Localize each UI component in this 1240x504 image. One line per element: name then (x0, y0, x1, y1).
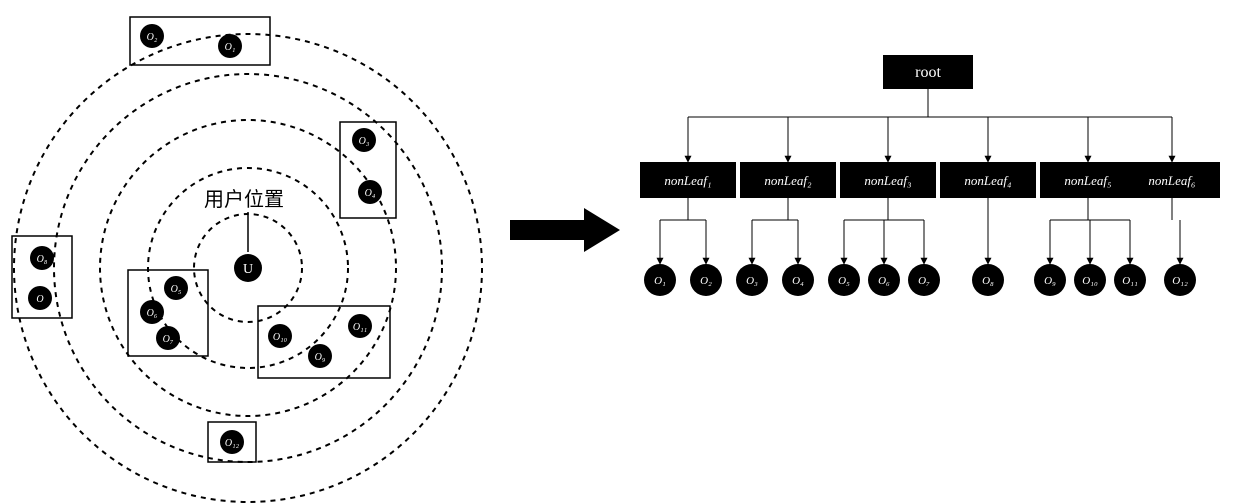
leaf-label-O₅: O₅ (838, 275, 850, 287)
point-label-O₈: O₈ (37, 254, 48, 265)
nonleaf-label-4: nonLeaf₄ (964, 173, 1012, 188)
user-annotation: 用户位置 (204, 188, 284, 211)
leaf-label-O₃: O₃ (746, 275, 758, 287)
leaf-label-O₁₁: O₁₁ (1122, 275, 1138, 287)
point-label-O₄: O₄ (365, 188, 376, 199)
point-label-O: O (36, 294, 43, 305)
point-label-O₁₂: O₁₂ (225, 438, 240, 449)
nonleaf-label-3: nonLeaf₃ (864, 173, 911, 188)
leaf-label-O₁₀: O₁₀ (1082, 275, 1098, 287)
nonleaf-label-2: nonLeaf₂ (764, 173, 812, 188)
leaf-label-O₁: O₁ (654, 275, 666, 287)
left-spatial-diagram: O₂ O₁ O₃ O₄ O₅ O₆ O₇ O₁₀ O₉ O₁₁ O₈ O O₁₂ U 用户位置 (12, 17, 482, 502)
leaf-label-O₁₂: O₁₂ (1172, 275, 1188, 287)
leaf-label-O₆: O₆ (878, 275, 890, 287)
leaf-label-O₉: O₉ (1044, 275, 1056, 287)
point-label-O₉: O₉ (315, 352, 326, 363)
point-label-O₆: O₆ (147, 308, 158, 319)
point-label-O₃: O₃ (359, 136, 370, 147)
leaf-label-O₇: O₇ (918, 275, 930, 287)
leaf-label-O₄: O₄ (792, 275, 804, 287)
tree-diagram: root nonLeaf₁ nonLeaf₂ nonLeaf₃ nonLeaf₄ nonL… (640, 55, 1220, 296)
point-label-O₇: O₇ (163, 334, 174, 345)
leaf-label-O₈: O₈ (982, 275, 994, 287)
root-label: root (915, 64, 941, 81)
point-label-O₁₁: O₁₁ (353, 322, 367, 333)
nonleaf-label-6: nonLeaf₆ (1148, 173, 1195, 188)
leaf-label-O₂: O₂ (700, 275, 712, 287)
transform-arrow (510, 208, 620, 252)
point-label-O₂: O₂ (147, 32, 158, 43)
nonleaf-label-1: nonLeaf₁ (664, 173, 711, 188)
point-label-O₁: O₁ (225, 42, 236, 53)
nonleaf-label-5: nonLeaf₅ (1064, 173, 1111, 188)
point-label-O₅: O₅ (171, 284, 182, 295)
point-label-O₁₀: O₁₀ (273, 332, 288, 343)
diagram-canvas: O₂ O₁ O₃ O₄ O₅ O₆ O₇ O₁₀ O₉ O₁₁ O₈ O O₁₂ U 用户位置 root non… (0, 0, 1240, 504)
user-node-label: U (243, 262, 253, 277)
